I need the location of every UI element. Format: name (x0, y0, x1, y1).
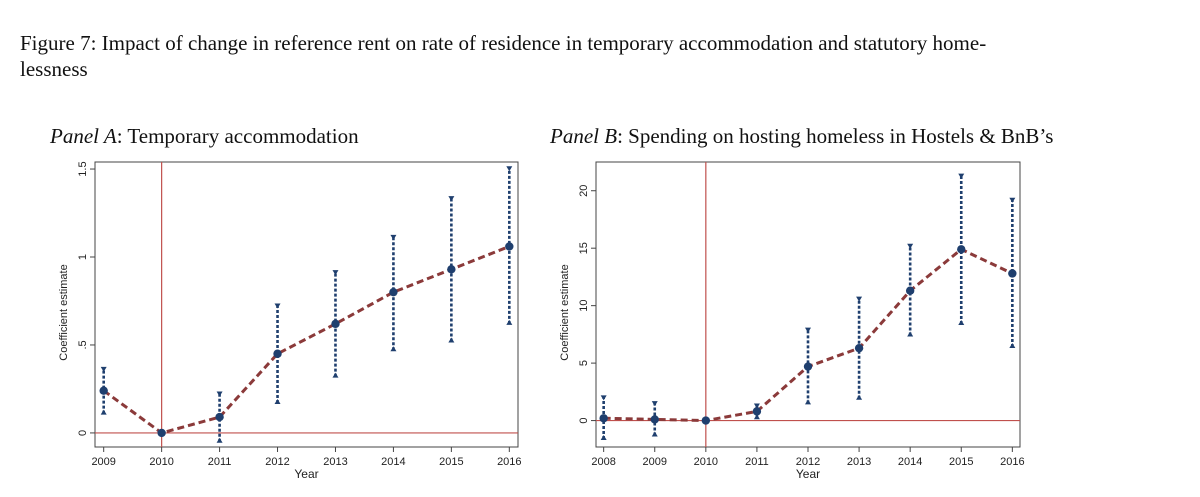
panel-b-y-tick-label: 5 (578, 360, 590, 366)
panel-b-x-tick-label: 2011 (745, 456, 769, 468)
panel-a-estimate-point (389, 287, 398, 297)
panel-b-y-tick-label: 10 (578, 300, 590, 312)
panel-b-ci-upper-cap (805, 327, 811, 333)
panel-b-chart: 0 5 10 15 20 2008 2009 2010 2011 2012 2013 2014 2015… (559, 161, 1025, 481)
panel-b-label: Panel B (550, 124, 618, 148)
panel-a-title-text: Temporary accommodation (127, 124, 359, 148)
panel-a-y-tick-label: .5 (77, 340, 89, 349)
panel-a-estimate-line (102, 245, 510, 435)
panel-b-ci-lower-cap (753, 414, 760, 420)
panel-a-ci-upper-cap (216, 391, 223, 397)
panel-b-estimate-point (1008, 269, 1017, 278)
panel-a-estimate-point (99, 386, 108, 395)
panel-b-x-tick-label: 2009 (643, 456, 667, 468)
panel-b-x-axis-title: Year (796, 467, 820, 481)
panel-b-x-tick-label: 2012 (796, 456, 820, 468)
panel-b-ci-lower-cap (856, 394, 863, 400)
panel-a-estimate-point (157, 428, 166, 438)
panel-b-title-text: Spending on hosting homeless in Hostels … (628, 124, 1054, 148)
panel-b-estimate-point (854, 343, 864, 353)
panel-a-ci-upper-cap (100, 366, 107, 372)
panel-a-y-axis-title: Coefficient estimate (58, 264, 70, 360)
panel-a-title: Panel A: Temporary accommodation (50, 124, 359, 148)
panel-b-x-tick-label: 2010 (694, 456, 718, 468)
panel-a-x-tick-label: 2011 (208, 456, 232, 468)
panel-a-ci-lower-cap (506, 319, 513, 325)
panel-b-ci-upper-cap (651, 401, 658, 407)
panel-b-y-tick-label: 20 (578, 185, 590, 197)
panel-a-x-tick-label: 2015 (439, 456, 463, 468)
panel-a-ci-lower-cap (332, 372, 339, 378)
panel-a-y-tick-label: 1.5 (77, 161, 89, 176)
panel-a-ci-upper-cap (506, 166, 513, 172)
panel-b-ci-lower-cap (958, 320, 965, 326)
panel-a-estimate-point (505, 242, 514, 251)
panel-b-ci-lower-cap (600, 434, 607, 440)
panel-b-x-tick-label: 2008 (591, 456, 615, 468)
panel-b-y-axis-title: Coefficient estimate (559, 264, 571, 360)
panel-b-x-tick-label: 2016 (1000, 456, 1024, 468)
panel-a-ci-upper-cap (448, 196, 455, 202)
panel-b-x-tick-label: 2015 (949, 456, 973, 468)
panel-b-x-tick-label: 2014 (898, 456, 922, 468)
panel-a-ci-upper-cap (390, 234, 397, 240)
panel-a-ci-lower-cap (100, 409, 107, 415)
panel-b-ci-upper-cap (856, 296, 863, 302)
panel-a-label: Panel A (50, 124, 117, 148)
panel-b-estimate-point (752, 407, 762, 416)
panel-a-ci-lower-cap (390, 346, 397, 352)
panel-a-y-tick-label: 0 (77, 430, 89, 436)
panel-b-ci-lower-cap (651, 431, 658, 437)
panel-b-estimate-point (957, 245, 966, 254)
panel-b-ci-upper-cap (600, 395, 607, 401)
panel-a-x-axis-title: Year (294, 467, 318, 481)
panel-b-ci-upper-cap (958, 173, 965, 179)
panel-a-estimate-point (215, 412, 224, 422)
panel-a-x-tick-label: 2016 (497, 456, 521, 468)
panel-a-x-tick-label: 2009 (91, 456, 115, 468)
figure-caption-line-1: Figure 7: Impact of change in reference … (20, 31, 987, 55)
panel-a-ci-upper-cap (274, 303, 281, 309)
panel-a-estimate-point (331, 319, 340, 329)
panel-a-estimate-point (273, 349, 282, 358)
panel-b-estimate-line (603, 247, 1013, 423)
panel-b-ci-upper-cap (907, 243, 914, 249)
panel-a-plot-frame (94, 161, 519, 448)
panel-b-ci-upper-cap (1009, 197, 1016, 203)
panel-a-x-tick-label: 2013 (323, 456, 347, 468)
panel-a-estimate-point (447, 265, 456, 274)
panel-a-ci-upper-cap (332, 270, 339, 276)
figure-caption: Figure 7: Impact of change in reference … (20, 30, 1180, 82)
panel-b-estimate-point (650, 415, 659, 424)
panel-a-ci-lower-cap (448, 337, 455, 343)
panel-b-y-tick-label: 15 (578, 242, 590, 254)
panel-b-estimate-point (905, 286, 915, 295)
panel-b-title: Panel B: Spending on hosting homeless in… (550, 124, 1054, 148)
panel-a-x-tick-label: 2012 (265, 456, 289, 468)
panel-a-x-tick-label: 2010 (149, 456, 173, 468)
panel-b-x-tick-label: 2013 (847, 456, 871, 468)
panel-a-ci-lower-cap (216, 437, 223, 443)
panel-a-ci-lower-cap (274, 399, 281, 405)
panel-b-ci-lower-cap (805, 399, 811, 405)
panel-b-estimate-point (803, 362, 813, 371)
panel-b-ci-lower-cap (907, 331, 914, 337)
panel-a-x-tick-label: 2014 (381, 456, 405, 468)
panel-a-chart: 0 .5 1 1.5 2009 2010 2011 2012 2013 2014 2015 2016 Y… (58, 161, 522, 481)
panel-b-ci-lower-cap (1009, 343, 1016, 349)
panel-b-estimate-point (599, 414, 608, 423)
figure-caption-line-2: lessness (20, 57, 88, 81)
panel-a-y-tick-label: 1 (77, 254, 89, 260)
panel-b-estimate-point (701, 416, 711, 425)
panel-b-y-tick-label: 0 (578, 418, 590, 424)
panel-b-ci-upper-cap (753, 403, 760, 409)
